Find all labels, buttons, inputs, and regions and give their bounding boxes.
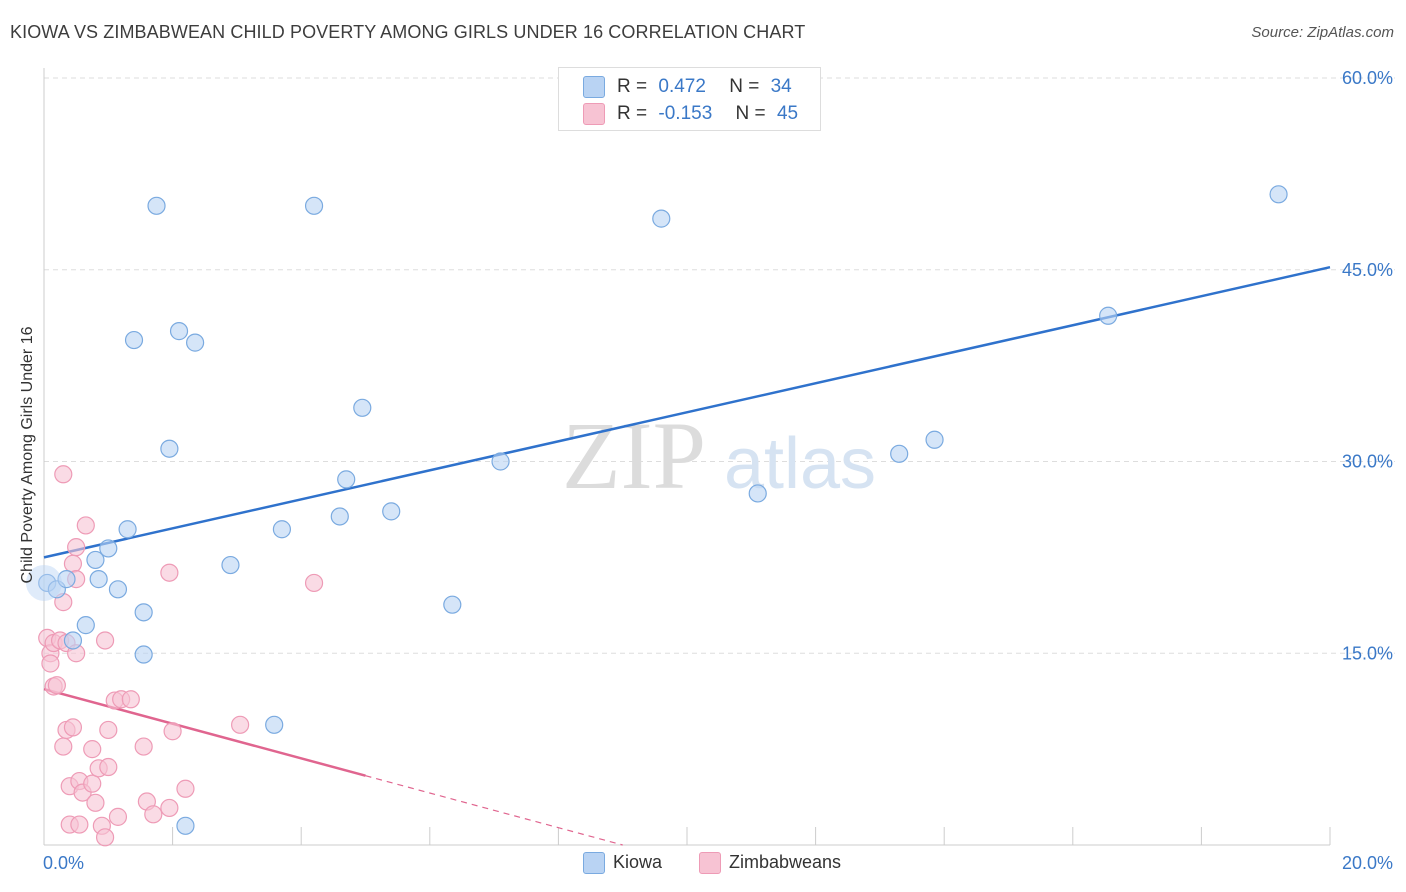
kiowa-point [890,444,909,463]
zimbabwean-point [54,465,73,484]
zimbabwean-point [95,631,115,650]
kiowa-point [89,570,108,589]
legend-n-value: 45 [776,103,799,124]
zimbabwean-point [99,757,118,777]
x-tick-label: 20.0% [1342,853,1393,873]
kiowa-point [748,484,767,503]
kiowa-point [176,816,195,835]
kiowa-point [925,430,944,449]
kiowa-point [1099,306,1118,325]
zimbabwean-point [70,815,89,834]
kiowa-point [134,645,153,664]
zimbabweans-legend-swatch [699,852,721,874]
kiowa-point [186,333,205,352]
kiowa-point [169,322,189,341]
kiowa-point [265,715,284,734]
zimbabweans-swatch [583,103,605,125]
legend-r-value: 0.472 [658,76,706,97]
kiowa-point [443,595,462,614]
source-prefix: Source: [1251,24,1308,41]
zimbabwean-point [95,828,115,847]
kiowa-point [99,539,118,558]
zimbabwean-point [83,740,102,759]
kiowa-point [57,570,76,589]
zimbabwean-point [86,793,105,812]
legend-n-label: N = [729,76,760,97]
zimbabwean-point [63,554,83,573]
kiowa-point [118,520,137,539]
zimbabwean-point [108,807,128,826]
x-tick-label: 0.0% [43,853,84,873]
kiowa-point [108,580,128,599]
zimbabwean-point [231,715,250,734]
data-points [26,185,1288,847]
kiowa-point [304,196,324,215]
zimbabwean-point [54,737,73,756]
correlation-legend: R = 0.472 N = 34 R = -0.153 N = 45 [558,67,821,131]
kiowa-point [147,196,166,215]
trend-line-zimbabweans [43,687,366,777]
trend-lines [43,265,1331,846]
kiowa-point [63,631,83,650]
kiowa-point [330,507,349,526]
legend-n-label: N = [735,103,766,124]
trend-line-kiowa [43,265,1331,559]
watermark: ZIP atlas [562,402,876,509]
kiowa-legend-swatch [583,852,605,874]
legend-n-value: 34 [770,76,792,97]
y-tick-label: 15.0% [1342,643,1393,663]
grid-lines [44,77,1395,654]
y-tick-label: 45.0% [1342,260,1393,280]
zimbabwean-point [163,722,182,741]
chart-title: KIOWA VS ZIMBABWEAN CHILD POVERTY AMONG … [10,22,806,42]
kiowa-point [221,555,240,575]
kiowa-point [382,502,401,521]
zimbabwean-point [76,516,95,535]
legend-r-value: -0.153 [658,103,713,124]
y-axis-label: Child Poverty Among Girls Under 16 [19,326,36,584]
legend-r-label: R = [617,103,648,124]
zimbabwean-point [304,573,324,593]
legend-label-zimbabweans: Zimbabweans [729,852,842,872]
kiowa-point [86,550,105,570]
zimbabwean-point [41,654,60,673]
source-name: ZipAtlas.com [1307,24,1394,41]
zimbabwean-point [160,798,179,818]
tick-labels: 15.0% 30.0% 45.0% 60.0% 0.0% 20.0% [43,68,1393,873]
watermark-atlas: atlas [724,424,876,504]
watermark-zip: ZIP [562,402,706,509]
kiowa-point [134,603,153,622]
kiowa-point [124,330,144,350]
zimbabwean-point [47,676,66,695]
y-tick-label: 30.0% [1342,452,1393,472]
zimbabwean-point [67,538,86,557]
kiowa-point [1269,185,1288,204]
y-tick-label: 60.0% [1342,68,1393,88]
zimbabwean-point [121,690,140,709]
legend-r-label: R = [617,76,648,97]
zimbabwean-point [83,774,102,793]
kiowa-point [272,520,292,539]
kiowa-point [353,398,372,417]
kiowa-point [160,439,179,458]
legend-label-kiowa: Kiowa [613,852,663,872]
kiowa-point [491,452,510,471]
zimbabwean-point [63,718,83,737]
zimbabwean-point [134,737,153,756]
kiowa-point [76,616,95,635]
kiowa-cluster-point [26,564,62,601]
kiowa-point [337,470,356,489]
kiowa-point [652,209,671,228]
trend-extension-zimbabweans [365,775,623,846]
zimbabwean-point [160,563,179,582]
kiowa-swatch [583,76,605,98]
axes [43,68,1331,846]
source-credit: Source: ZipAtlas.com [1251,24,1394,41]
zimbabwean-point [99,720,118,740]
zimbabwean-point [176,779,195,798]
zimbabwean-point [144,805,163,824]
